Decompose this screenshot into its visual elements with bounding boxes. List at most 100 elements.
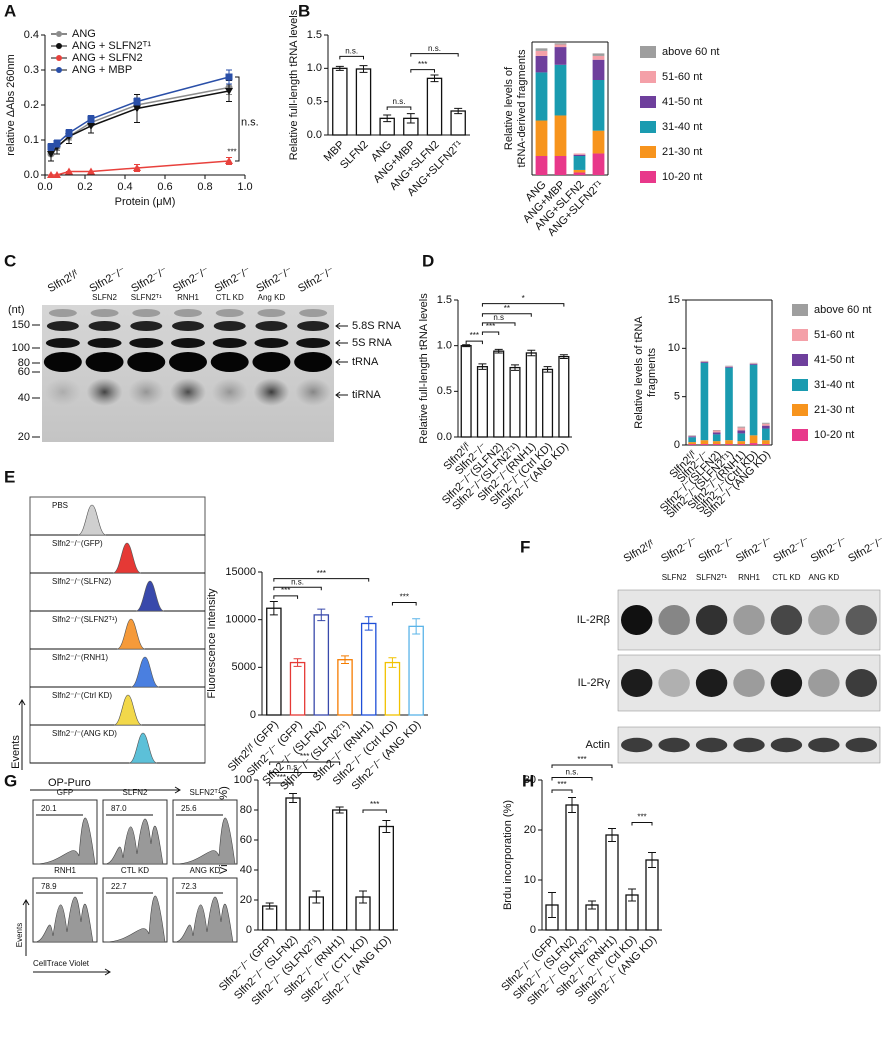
sample-label: PBS — [52, 501, 68, 510]
flow-hist — [174, 896, 234, 943]
y-axis-label: Fluorescence Intensity — [206, 588, 218, 699]
axis-arrow — [30, 786, 181, 794]
gel-smudge — [86, 378, 123, 406]
error-bar — [364, 616, 373, 631]
x-tick-label: 0.8 — [197, 181, 212, 193]
sample-label: RNH1 — [54, 866, 76, 875]
point — [133, 164, 141, 171]
legend-swatch — [792, 379, 808, 391]
bar — [266, 607, 282, 716]
error-bar — [511, 364, 519, 371]
gel-band — [212, 338, 247, 348]
bar-segment — [712, 444, 721, 445]
annotation: ** — [504, 304, 510, 313]
bar-segment — [554, 156, 567, 175]
bar — [262, 905, 278, 931]
gel-band — [210, 352, 249, 372]
point — [87, 167, 95, 175]
legend-label: 10-20 nt — [662, 171, 702, 183]
error-bar — [430, 74, 439, 83]
bracket — [410, 53, 459, 57]
legend-label: 41-50 nt — [814, 354, 854, 366]
y-tick-label: 0.1 — [24, 134, 39, 146]
y-tick-label: 100 — [234, 774, 252, 786]
gate-percent: 78.9 — [41, 882, 57, 891]
flow-peak — [128, 732, 158, 764]
legend-swatch — [640, 146, 656, 158]
bar-segment — [592, 59, 605, 80]
annotation: n.s. — [345, 46, 358, 55]
gel-band — [255, 321, 288, 331]
y-tick-label: 0 — [250, 709, 256, 721]
gel-band — [174, 309, 202, 317]
error-bar — [543, 366, 552, 373]
y-tick-label: 0 — [246, 924, 252, 936]
gate-percent: 72.3 — [181, 882, 197, 891]
lane-sublabel: SLFN2ᵀ¹ — [696, 573, 727, 582]
y-tick-label: 0.2 — [24, 99, 39, 111]
bar — [332, 67, 348, 136]
arrow — [335, 322, 348, 330]
y-axis-label: fragments — [646, 348, 658, 397]
bar-segment — [535, 156, 548, 175]
gel-band — [299, 309, 328, 317]
bar-segment — [535, 48, 548, 51]
bar-segment — [688, 444, 696, 445]
bar — [355, 68, 372, 136]
flow-hist — [34, 817, 96, 865]
y-tick-label: 0.0 — [437, 431, 452, 443]
axis-label: CellTrace Violet — [33, 959, 90, 968]
annotation: *** — [486, 322, 495, 331]
lane-sublabel: CTL KD — [216, 293, 244, 302]
gate-percent: 20.1 — [41, 804, 57, 813]
axis-label: Events — [10, 735, 22, 769]
gel-band — [294, 352, 333, 372]
error-bar — [341, 655, 349, 665]
y-tick-label: 0.4 — [24, 29, 39, 41]
blot-band — [658, 737, 690, 753]
blot-band — [733, 737, 765, 753]
annotation: *** — [400, 593, 409, 602]
axis-arrow — [18, 699, 26, 770]
gel-band — [88, 321, 121, 331]
bar-segment — [535, 50, 548, 56]
lane-label: Slfn2⁻/⁻ — [846, 535, 885, 565]
lane-sublabel: SLFN2ᵀ¹ — [131, 293, 162, 302]
gel-band — [171, 338, 205, 348]
sample-label: SLFN2ᵀ¹ — [189, 788, 220, 797]
bar — [558, 355, 570, 438]
error-bar — [312, 890, 321, 904]
lane-sublabel: CTL KD — [772, 573, 800, 582]
error-bar — [559, 354, 568, 359]
panel-label: E — [4, 467, 15, 486]
bracket — [631, 822, 653, 826]
blot-band — [695, 605, 728, 635]
legend-label: 21-30 nt — [662, 146, 702, 158]
point — [65, 129, 73, 137]
y-tick-label: 1.0 — [437, 340, 452, 352]
bar-segment — [762, 428, 770, 441]
bar-segment — [762, 444, 770, 445]
sample-label: SLFN2 — [123, 788, 148, 797]
gel-band — [127, 352, 166, 372]
arrow — [335, 391, 348, 399]
bar-segment — [554, 47, 567, 65]
error-bar — [568, 797, 576, 813]
annotation: n.s. — [287, 763, 300, 772]
annotation: *** — [317, 569, 326, 578]
sample-label: Slfn2⁻/⁻(RNH1) — [52, 653, 108, 662]
bar — [542, 368, 554, 438]
x-tick-label: 0.0 — [37, 181, 52, 193]
bar-segment — [725, 367, 733, 441]
annotation: n.s — [493, 313, 504, 322]
legend-swatch — [792, 354, 808, 366]
marker-label: 100 — [12, 342, 30, 354]
panel-label: A — [4, 1, 16, 20]
bar — [426, 77, 443, 136]
lane-label: Slfn2⁻/⁻ — [771, 535, 812, 565]
bar-segment — [737, 430, 746, 434]
bar-segment — [573, 169, 586, 173]
y-tick-label: 0.0 — [307, 129, 322, 141]
